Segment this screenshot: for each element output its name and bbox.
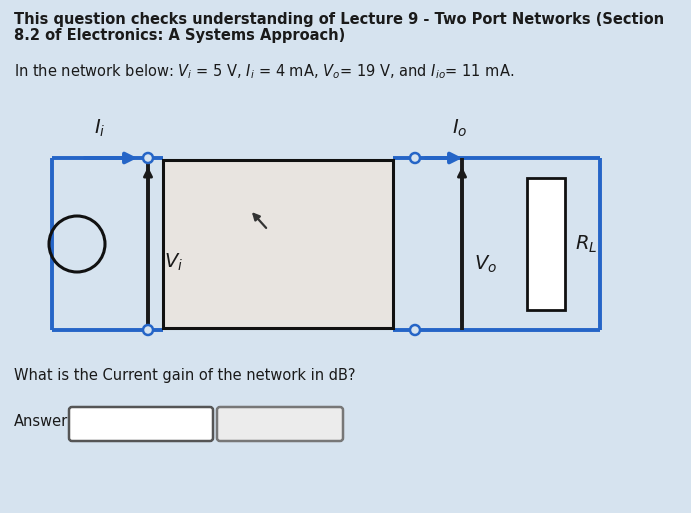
FancyBboxPatch shape: [217, 407, 343, 441]
Circle shape: [410, 325, 420, 335]
Text: $V_i$: $V_i$: [164, 251, 183, 272]
Bar: [527, 178, 565, 310]
FancyBboxPatch shape: [69, 407, 213, 441]
Text: This question checks understanding of Lecture 9 - Two Port Networks (Section: This question checks understanding of Le…: [14, 12, 664, 27]
Text: Choose...  ◄►: Choose... ◄►: [235, 418, 325, 430]
Text: $I_i$: $I_i$: [94, 117, 106, 139]
Circle shape: [143, 325, 153, 335]
Circle shape: [410, 153, 420, 163]
Circle shape: [143, 153, 153, 163]
Bar: [163, 160, 393, 328]
Text: In the network below: $V_i$ = 5 V, $I_i$ = 4 mA, $V_o$= 19 V, and $I_{io}$= 11 m: In the network below: $V_i$ = 5 V, $I_i$…: [14, 62, 514, 81]
Text: $I_o$: $I_o$: [453, 117, 468, 139]
Text: What is the Current gain of the network in dB?: What is the Current gain of the network …: [14, 368, 355, 383]
Text: Answer:: Answer:: [14, 415, 73, 429]
Text: 8.2 of Electronics: A Systems Approach): 8.2 of Electronics: A Systems Approach): [14, 28, 346, 43]
Text: $V_o$: $V_o$: [474, 253, 497, 274]
Text: $R_L$: $R_L$: [575, 233, 597, 254]
